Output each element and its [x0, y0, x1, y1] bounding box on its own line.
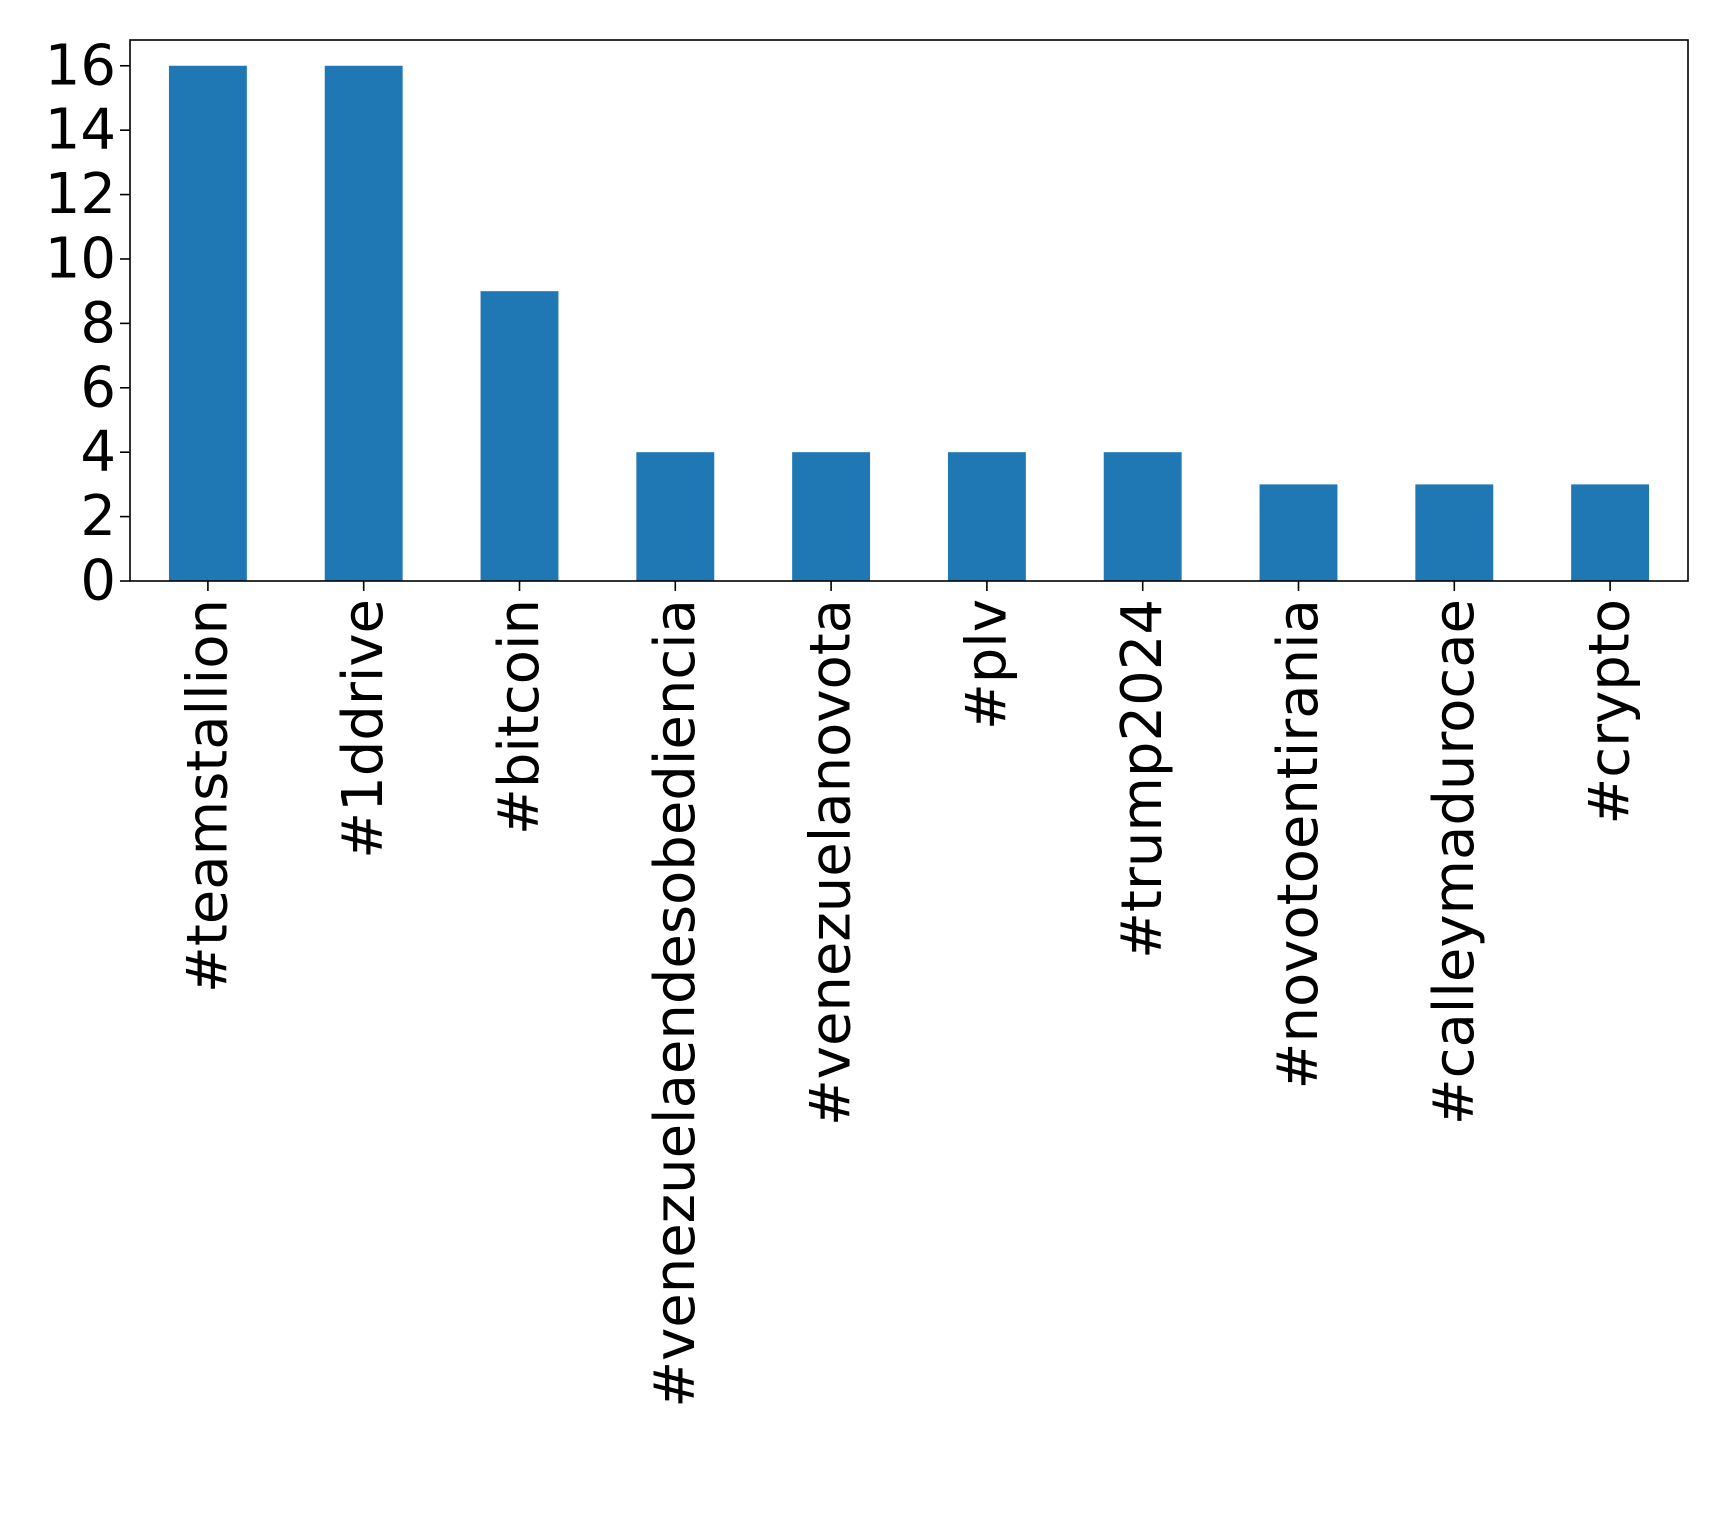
bar-9 — [1571, 484, 1650, 581]
y-tick-label-7: 14 — [45, 98, 116, 163]
x-axis: #teamstallion #1ddrive #bitcoin #venezuelae… — [175, 581, 1643, 1408]
x-tick-label-5: #plv — [954, 599, 1019, 730]
bar-4 — [792, 452, 871, 581]
bar-5 — [947, 452, 1026, 581]
bar-1 — [324, 65, 403, 581]
x-tick-label-8: #calleymadurocae — [1422, 599, 1487, 1125]
x-tick-label-0: #teamstallion — [175, 599, 240, 993]
x-tick-label-9: #crypto — [1578, 599, 1643, 825]
bar-0 — [168, 65, 247, 581]
bar-2 — [480, 291, 559, 581]
y-tick-label-4: 8 — [80, 291, 116, 356]
y-tick-label-1: 2 — [80, 484, 116, 549]
x-tick-label-2: #bitcoin — [487, 599, 552, 835]
x-tick-label-7: #novotoentirania — [1266, 599, 1331, 1089]
x-tick-label-3: #venezuelaendesobediencia — [643, 599, 708, 1408]
x-tick-label-6: #trump2024 — [1110, 599, 1175, 959]
y-tick-label-2: 4 — [80, 420, 116, 485]
y-tick-label-0: 0 — [80, 549, 116, 614]
y-tick-label-3: 6 — [80, 355, 116, 420]
y-tick-label-8: 16 — [45, 33, 116, 98]
plot-frame — [129, 39, 1689, 582]
bars-group — [168, 65, 1650, 581]
y-tick-label-5: 10 — [45, 226, 116, 291]
bar-3 — [636, 452, 715, 581]
bar-7 — [1259, 484, 1338, 581]
x-tick-label-4: #venezuelanovota — [799, 599, 864, 1126]
bar-8 — [1415, 484, 1494, 581]
bar-6 — [1103, 452, 1182, 581]
x-tick-label-1: #1ddrive — [331, 599, 396, 859]
y-tick-label-6: 12 — [45, 162, 116, 227]
